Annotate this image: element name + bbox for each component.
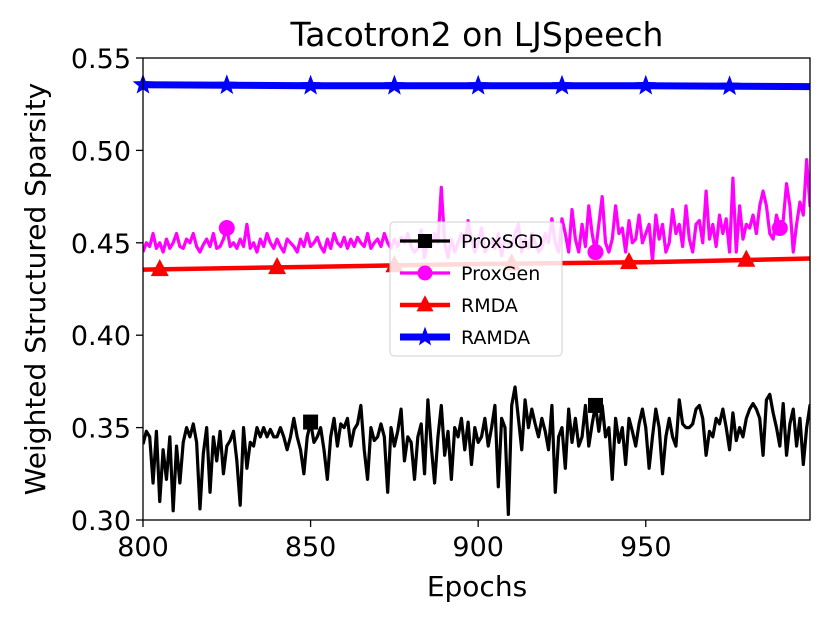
legend-item-rmda: RMDA: [400, 295, 518, 317]
plot-frame: [142, 57, 811, 521]
legend-label-proxgen: ProxGen: [461, 263, 540, 285]
legend-label-rmda: RMDA: [461, 295, 518, 317]
axes: 800 850 900 950 0.30 0.35 0.40 0.45 0.50 0.55: [71, 44, 811, 563]
y-tick-label: 0.30: [71, 506, 131, 537]
y-tick-label: 0.40: [71, 321, 131, 352]
series-markers-proxgen: [218, 220, 788, 261]
y-tick-label: 0.45: [71, 229, 131, 260]
x-tick-label: 900: [452, 532, 504, 563]
data-point-ramda: [551, 74, 573, 95]
data-point-proxgen: [771, 220, 788, 237]
x-tick-label: 950: [620, 532, 672, 563]
y-tick-label: 0.50: [71, 136, 131, 167]
data-point-proxgen: [587, 244, 604, 261]
legend-label-ramda: RAMDA: [461, 327, 530, 349]
legend-marker-proxsgd: [418, 234, 432, 248]
data-point-ramda: [467, 74, 489, 95]
series-markers-proxsgd: [303, 397, 603, 430]
legend-box: [389, 221, 563, 357]
legend-marker-proxgen: [417, 265, 433, 281]
data-point-ramda: [216, 74, 238, 95]
y-tick-label: 0.55: [71, 44, 131, 75]
legend-item-ramda: RAMDA: [400, 326, 530, 349]
data-point-ramda: [719, 75, 740, 95]
x-tick-label: 800: [117, 532, 169, 563]
legend-item-proxsgd: ProxSGD: [400, 231, 543, 253]
data-point-ramda: [635, 74, 657, 95]
y-axis-label: Weighted Structured Sparsity: [19, 83, 52, 496]
legend-marker-rmda: [416, 295, 434, 312]
data-point-proxsgd: [303, 414, 319, 430]
data-point-proxgen: [218, 220, 235, 237]
legend: ProxSGD ProxGen RMDA RAMDA: [389, 221, 563, 357]
data-point-proxsgd: [587, 397, 603, 413]
data-point-ramda: [384, 74, 405, 95]
data-point-rmda: [737, 249, 756, 267]
x-axis-label: Epochs: [427, 570, 527, 603]
data-point-rmda: [620, 252, 639, 270]
data-point-rmda: [150, 258, 169, 277]
data-point-ramda: [300, 74, 321, 95]
x-tick-label: 850: [285, 532, 337, 563]
data-point-rmda: [268, 257, 287, 275]
series-line-proxsgd: [143, 385, 810, 517]
legend-item-proxgen: ProxGen: [400, 263, 540, 285]
y-tick-label: 0.35: [71, 414, 131, 445]
legend-marker-ramda: [415, 326, 435, 346]
chart-title: Tacotron2 on LJSpeech: [290, 15, 664, 54]
legend-label-proxsgd: ProxSGD: [461, 231, 543, 253]
